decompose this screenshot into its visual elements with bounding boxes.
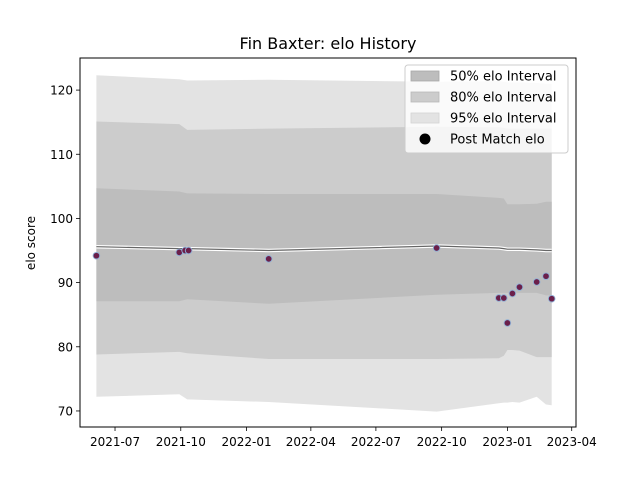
- post-match-point: [503, 319, 512, 327]
- legend-swatch: [410, 112, 440, 124]
- post-match-point: [184, 246, 193, 255]
- x-tick-label: 2022-07: [351, 435, 401, 449]
- post-match-point: [92, 251, 101, 260]
- y-axis-label: elo score: [24, 216, 38, 270]
- y-tick-label: 90: [58, 276, 73, 290]
- interval-band-50pct: [96, 188, 552, 304]
- y-tick-label: 120: [50, 84, 73, 98]
- x-axis-ticks: 2021-07 2021-10 2022-01 2022-04 2022-07 2022-…: [90, 427, 597, 449]
- legend-label: 80% elo Interval: [450, 91, 557, 106]
- x-tick-label: 2022-04: [286, 435, 336, 449]
- x-tick-label: 2022-10: [417, 435, 467, 449]
- post-match-point: [432, 244, 441, 252]
- x-tick-label: 2021-07: [90, 435, 140, 449]
- post-match-points: [92, 244, 556, 327]
- x-tick-label: 2021-10: [156, 435, 206, 449]
- legend: 50% elo Interval 80% elo Interval 95% elo …: [404, 64, 569, 154]
- post-match-point: [542, 272, 550, 280]
- post-match-point: [500, 294, 508, 302]
- post-match-point: [515, 283, 524, 291]
- x-tick-label: 2023-01: [482, 435, 532, 449]
- x-tick-label: 2022-01: [221, 435, 271, 449]
- y-axis-ticks: 70 80 90 100 110 120: [50, 84, 80, 418]
- legend-label: 95% elo Interval: [450, 112, 557, 127]
- y-tick-label: 110: [50, 148, 73, 162]
- post-match-point: [508, 289, 517, 298]
- plot-area: [92, 75, 556, 412]
- interval-bands: [96, 75, 552, 412]
- chart-title: Fin Baxter: elo History: [240, 34, 417, 53]
- post-match-point: [547, 294, 556, 303]
- legend-marker: [419, 133, 431, 145]
- x-tick-label: 2023-04: [547, 435, 597, 449]
- y-tick-label: 80: [58, 340, 73, 354]
- y-tick-label: 70: [58, 404, 73, 418]
- legend-swatch: [410, 70, 440, 82]
- legend-label: 50% elo Interval: [450, 70, 557, 85]
- post-match-point: [532, 278, 541, 286]
- legend-swatch: [410, 91, 440, 103]
- legend-label: Post Match elo: [450, 133, 545, 148]
- legend-box: [404, 64, 569, 154]
- y-tick-label: 100: [50, 212, 73, 226]
- post-match-point: [264, 255, 273, 263]
- axes-frame: [79, 57, 577, 428]
